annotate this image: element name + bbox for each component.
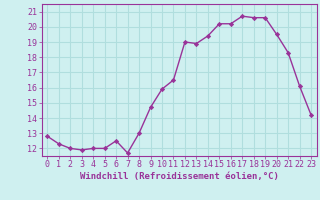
X-axis label: Windchill (Refroidissement éolien,°C): Windchill (Refroidissement éolien,°C) <box>80 172 279 181</box>
